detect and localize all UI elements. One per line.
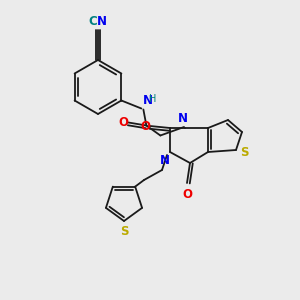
Text: N: N [178,112,188,125]
Text: O: O [182,188,192,201]
Text: N: N [142,94,152,106]
Text: N: N [160,154,170,167]
Text: H: H [149,94,157,103]
Text: O: O [118,116,128,129]
Text: N: N [97,15,107,28]
Text: S: S [120,225,128,238]
Text: C: C [88,15,98,28]
Text: O: O [140,119,150,133]
Text: S: S [240,146,248,158]
